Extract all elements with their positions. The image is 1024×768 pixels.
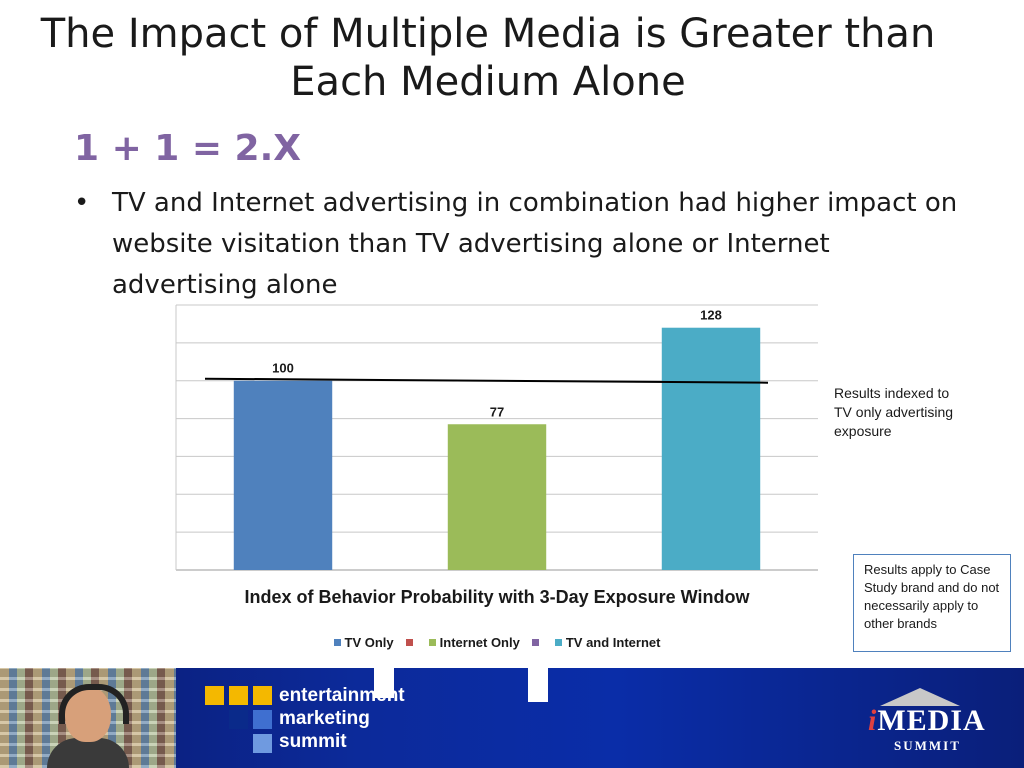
reference-line	[204, 377, 769, 384]
event-logo-text: entertainment marketing summit	[279, 684, 405, 753]
footer-banner: entertainment marketing summit iMEDIA SU…	[0, 668, 1024, 768]
legend-item: TV and Internet	[554, 635, 661, 650]
legend-item	[405, 635, 417, 650]
legend-swatch	[428, 639, 436, 646]
bullet-point: • TV and Internet advertising in combina…	[74, 183, 974, 306]
headphones-person-image	[47, 684, 129, 768]
data-label: 77	[490, 404, 504, 419]
logo-line-3: summit	[279, 731, 347, 752]
legend-label: Internet Only	[439, 635, 520, 650]
headphones-icon	[59, 684, 129, 724]
legend-item	[531, 635, 543, 650]
bar-internet-only	[447, 424, 547, 570]
white-tab-right	[528, 668, 548, 702]
legend-swatch	[405, 639, 413, 646]
house-roof-icon	[880, 688, 960, 706]
slide-title: The Impact of Multiple Media is Greater …	[40, 11, 936, 105]
index-note: Results indexed to TV only advertising e…	[834, 385, 954, 439]
logo-line-1: entertainment	[279, 685, 405, 706]
white-tab-left	[374, 668, 394, 698]
brand-sub: SUMMIT	[894, 738, 961, 753]
chart-title: Index of Behavior Probability with 3-Day…	[244, 587, 750, 607]
brand-prefix: i	[868, 704, 878, 737]
logo-line-2: marketing	[279, 708, 370, 729]
data-label: 100	[272, 361, 294, 376]
legend-item: Internet Only	[428, 635, 520, 650]
brand-name: MEDIA	[877, 704, 986, 737]
legend-label: TV Only	[344, 635, 394, 650]
imedia-summit-logo: iMEDIA SUMMIT	[850, 688, 1000, 758]
legend-swatch	[333, 639, 341, 646]
bullet-text: TV and Internet advertising in combinati…	[112, 188, 958, 300]
chart-legend: TV Only Internet Only TV and Internet	[176, 635, 818, 650]
legend-swatch	[554, 639, 562, 646]
bar-tv-and-internet	[661, 327, 761, 570]
bullet-marker: •	[74, 188, 90, 218]
bar-tv-only	[233, 380, 333, 570]
equation-heading: 1 + 1 = 2.X	[74, 128, 302, 169]
disclaimer-box: Results apply to Case Study brand and do…	[853, 554, 1011, 652]
legend-swatch	[531, 639, 539, 646]
legend-label: TV and Internet	[565, 635, 661, 650]
data-label: 128	[700, 308, 722, 323]
legend-item: TV Only	[333, 635, 394, 650]
